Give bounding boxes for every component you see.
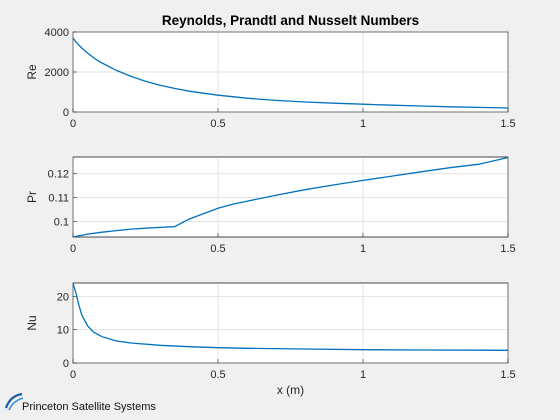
axes-frame — [72, 156, 509, 238]
chart-title: Reynolds, Prandtl and Nusselt Numbers — [162, 13, 419, 28]
y-tick-label: 2000 — [45, 67, 69, 79]
y-tick-label: 0.11 — [48, 193, 69, 205]
y-tick-label: 0.12 — [48, 169, 69, 181]
x-tick-label: 1 — [360, 118, 366, 130]
y-tick-label: 0 — [63, 358, 69, 370]
brand-name: Princeton Satellite Systems — [22, 401, 156, 413]
axes-nu — [72, 282, 509, 364]
x-axis-label: x (m) — [277, 383, 304, 397]
y-axis-label: Re — [25, 64, 39, 80]
x-tick-label: 0 — [70, 118, 76, 130]
series-line-nu — [72, 282, 509, 351]
y-tick-label: 4000 — [45, 27, 69, 39]
y-tick-label: 0.1 — [54, 216, 69, 228]
y-axis-label: Pr — [25, 191, 39, 203]
x-tick-label: 1 — [360, 369, 366, 381]
x-tick-label: 0.5 — [210, 369, 225, 381]
x-tick-label: 0.5 — [210, 118, 225, 130]
x-tick-label: 0.5 — [210, 243, 225, 255]
axes-frame — [72, 282, 509, 364]
y-tick-label: 0 — [63, 107, 69, 119]
x-tick-label: 0 — [70, 369, 76, 381]
x-tick-label: 1 — [360, 243, 366, 255]
x-tick-label: 1.5 — [500, 369, 515, 381]
x-tick-label: 0 — [70, 243, 76, 255]
brand-logo: Princeton Satellite Systems — [4, 392, 164, 418]
y-tick-label: 10 — [57, 325, 69, 337]
satellite-swoosh-icon — [4, 392, 24, 411]
series-line-pr — [72, 156, 509, 238]
y-axis-label: Nu — [25, 315, 39, 330]
x-tick-label: 1.5 — [500, 118, 515, 130]
x-tick-label: 1.5 — [500, 243, 515, 255]
y-tick-label: 20 — [57, 291, 69, 303]
series-line-re — [72, 37, 509, 109]
